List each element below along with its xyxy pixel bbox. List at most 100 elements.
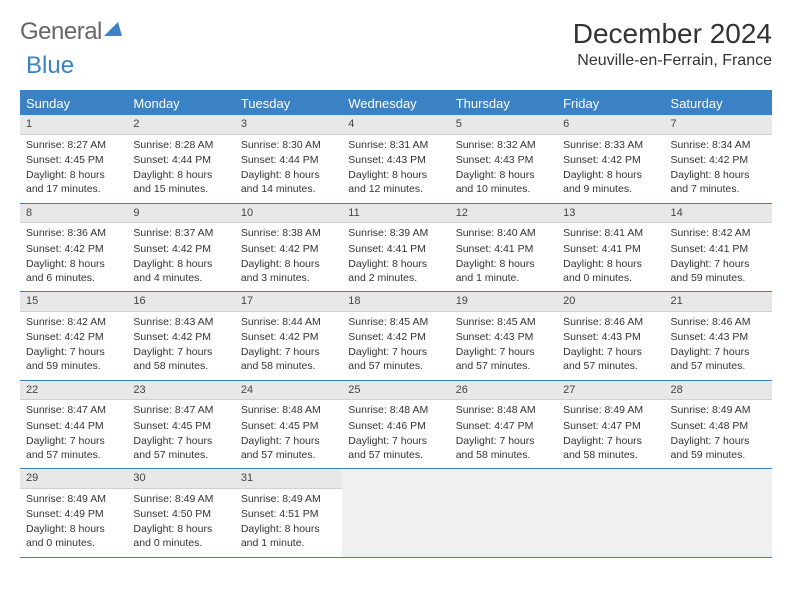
sunrise-text: Sunrise: 8:41 AM [563, 226, 658, 240]
daylight-text: Daylight: 8 hours and 12 minutes. [348, 168, 443, 196]
day-header-sunday: Sunday [20, 92, 127, 115]
month-title: December 2024 [573, 18, 772, 50]
day-body: Sunrise: 8:45 AMSunset: 4:43 PMDaylight:… [450, 312, 557, 380]
week-row: 22Sunrise: 8:47 AMSunset: 4:44 PMDayligh… [20, 381, 772, 470]
sunset-text: Sunset: 4:42 PM [26, 242, 121, 256]
sunrise-text: Sunrise: 8:30 AM [241, 138, 336, 152]
sunrise-text: Sunrise: 8:40 AM [456, 226, 551, 240]
day-number: 3 [235, 115, 342, 135]
daylight-text: Daylight: 7 hours and 57 minutes. [241, 434, 336, 462]
daylight-text: Daylight: 7 hours and 57 minutes. [26, 434, 121, 462]
sunrise-text: Sunrise: 8:32 AM [456, 138, 551, 152]
sunrise-text: Sunrise: 8:34 AM [671, 138, 766, 152]
sunset-text: Sunset: 4:44 PM [241, 153, 336, 167]
day-number: 27 [557, 381, 664, 401]
sunrise-text: Sunrise: 8:45 AM [348, 315, 443, 329]
sunset-text: Sunset: 4:49 PM [26, 507, 121, 521]
day-body: Sunrise: 8:28 AMSunset: 4:44 PMDaylight:… [127, 135, 234, 203]
day-number: 1 [20, 115, 127, 135]
sunrise-text: Sunrise: 8:49 AM [133, 492, 228, 506]
sunset-text: Sunset: 4:41 PM [456, 242, 551, 256]
day-cell: 4Sunrise: 8:31 AMSunset: 4:43 PMDaylight… [342, 115, 449, 203]
sunrise-text: Sunrise: 8:47 AM [133, 403, 228, 417]
sunset-text: Sunset: 4:45 PM [26, 153, 121, 167]
day-cell: 29Sunrise: 8:49 AMSunset: 4:49 PMDayligh… [20, 469, 127, 557]
day-number: 10 [235, 204, 342, 224]
sunset-text: Sunset: 4:41 PM [348, 242, 443, 256]
day-body: Sunrise: 8:46 AMSunset: 4:43 PMDaylight:… [557, 312, 664, 380]
sunset-text: Sunset: 4:45 PM [133, 419, 228, 433]
day-number: 23 [127, 381, 234, 401]
day-cell: 28Sunrise: 8:49 AMSunset: 4:48 PMDayligh… [665, 381, 772, 469]
sunset-text: Sunset: 4:47 PM [563, 419, 658, 433]
daylight-text: Daylight: 7 hours and 58 minutes. [133, 345, 228, 373]
day-cell: 13Sunrise: 8:41 AMSunset: 4:41 PMDayligh… [557, 204, 664, 292]
sunrise-text: Sunrise: 8:49 AM [671, 403, 766, 417]
week-row: 8Sunrise: 8:36 AMSunset: 4:42 PMDaylight… [20, 204, 772, 293]
day-cell: 16Sunrise: 8:43 AMSunset: 4:42 PMDayligh… [127, 292, 234, 380]
sunrise-text: Sunrise: 8:39 AM [348, 226, 443, 240]
day-body: Sunrise: 8:49 AMSunset: 4:50 PMDaylight:… [127, 489, 234, 557]
day-cell: 18 Sunrise: 8:45 AMSunset: 4:42 PMDayligh… [342, 292, 449, 380]
day-header-saturday: Saturday [665, 92, 772, 115]
daylight-text: Daylight: 7 hours and 59 minutes. [671, 257, 766, 285]
sunrise-text: Sunrise: 8:37 AM [133, 226, 228, 240]
day-headers-row: SundayMondayTuesdayWednesdayThursdayFrid… [20, 92, 772, 115]
sunset-text: Sunset: 4:43 PM [348, 153, 443, 167]
sunrise-text: Sunrise: 8:49 AM [26, 492, 121, 506]
day-number: 31 [235, 469, 342, 489]
daylight-text: Daylight: 7 hours and 57 minutes. [671, 345, 766, 373]
day-number: 22 [20, 381, 127, 401]
daylight-text: Daylight: 8 hours and 2 minutes. [348, 257, 443, 285]
day-cell: 11 Sunrise: 8:39 AM Sunset: 4:41 PMDayligh… [342, 204, 449, 292]
daylight-text: Daylight: 7 hours and 59 minutes. [26, 345, 121, 373]
sunset-text: Sunset: 4:42 PM [133, 330, 228, 344]
sunrise-text: Sunrise: 8:48 AM [348, 403, 443, 417]
sunrise-text: Sunrise: 8:45 AM [456, 315, 551, 329]
sunrise-text: Sunrise: 8:27 AM [26, 138, 121, 152]
day-cell-empty [557, 469, 664, 557]
day-body: Sunrise: 8:49 AMSunset: 4:48 PMDaylight:… [665, 400, 772, 468]
day-cell: 23Sunrise: 8:47 AMSunset: 4:45 PMDayligh… [127, 381, 234, 469]
logo: General [20, 18, 122, 46]
day-cell: 7Sunrise: 8:34 AMSunset: 4:42 PMDaylight… [665, 115, 772, 203]
sunrise-text: Sunrise: 8:46 AM [563, 315, 658, 329]
day-number: 25 [342, 381, 449, 401]
day-cell: 17Sunrise: 8:44 AMSunset: 4:42 PMDayligh… [235, 292, 342, 380]
day-number: 11 [342, 204, 449, 224]
day-number: 18 [342, 292, 449, 312]
day-cell: 10Sunrise: 8:38 AMSunset: 4:42 PMDayligh… [235, 204, 342, 292]
day-number: 9 [127, 204, 234, 224]
day-number: 17 [235, 292, 342, 312]
daylight-text: Daylight: 8 hours and 7 minutes. [671, 168, 766, 196]
logo-text-1: General [20, 18, 102, 46]
daylight-text: Daylight: 8 hours and 3 minutes. [241, 257, 336, 285]
sunset-text: Sunset: 4:43 PM [456, 153, 551, 167]
daylight-text: Daylight: 7 hours and 57 minutes. [348, 345, 443, 373]
day-number: 30 [127, 469, 234, 489]
sunset-text: Sunset: 4:47 PM [456, 419, 551, 433]
sunset-text: Sunset: 4:50 PM [133, 507, 228, 521]
day-body: Sunrise: 8:39 AM Sunset: 4:41 PMDaylight:… [342, 223, 449, 291]
day-header-thursday: Thursday [450, 92, 557, 115]
sunset-text: Sunset: 4:42 PM [563, 153, 658, 167]
day-body: Sunrise: 8:27 AMSunset: 4:45 PMDaylight:… [20, 135, 127, 203]
sunset-text: Sunset: 4:43 PM [563, 330, 658, 344]
day-cell: 9Sunrise: 8:37 AMSunset: 4:42 PMDaylight… [127, 204, 234, 292]
week-row: 29Sunrise: 8:49 AMSunset: 4:49 PMDayligh… [20, 469, 772, 558]
day-number: 21 [665, 292, 772, 312]
day-cell: 3Sunrise: 8:30 AMSunset: 4:44 PMDaylight… [235, 115, 342, 203]
day-body: Sunrise: 8:37 AMSunset: 4:42 PMDaylight:… [127, 223, 234, 291]
daylight-text: Daylight: 7 hours and 57 minutes. [456, 345, 551, 373]
title-block: December 2024 Neuville-en-Ferrain, Franc… [573, 18, 772, 70]
sunset-text: Sunset: 4:41 PM [671, 242, 766, 256]
daylight-text: Daylight: 8 hours and 9 minutes. [563, 168, 658, 196]
daylight-text: Daylight: 7 hours and 57 minutes. [348, 434, 443, 462]
sunset-text: Sunset: 4:42 PM [348, 330, 443, 344]
daylight-text: Daylight: 8 hours and 15 minutes. [133, 168, 228, 196]
day-cell: 15Sunrise: 8:42 AMSunset: 4:42 PMDayligh… [20, 292, 127, 380]
day-number: 7 [665, 115, 772, 135]
day-cell: 1Sunrise: 8:27 AMSunset: 4:45 PMDaylight… [20, 115, 127, 203]
sunrise-text: Sunrise: 8:43 AM [133, 315, 228, 329]
sunset-text: Sunset: 4:45 PM [241, 419, 336, 433]
